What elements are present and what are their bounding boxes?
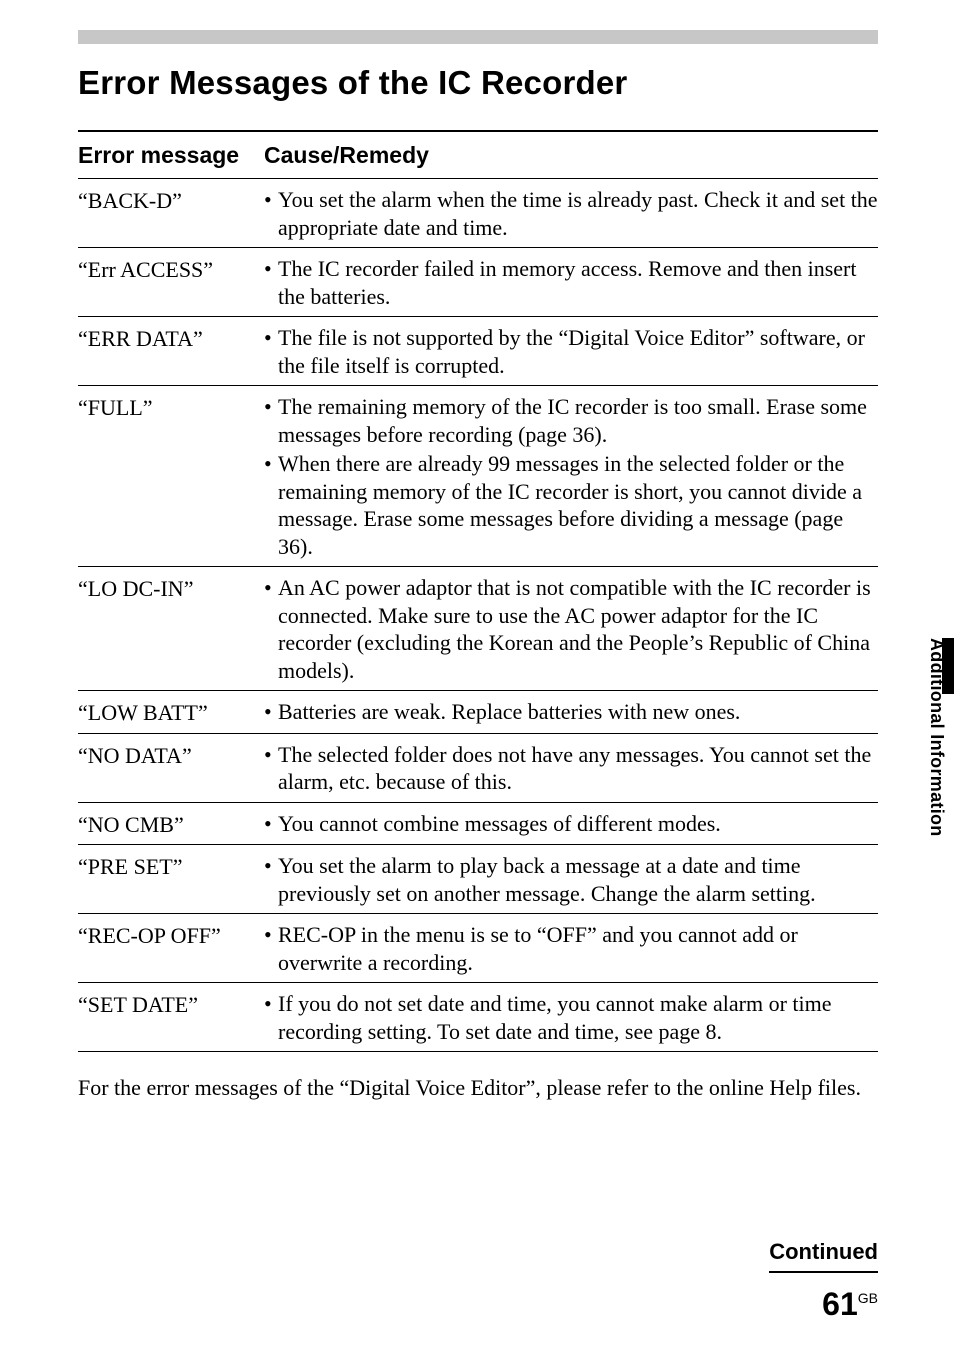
error-message-cell: “REC-OP OFF” [78, 921, 264, 976]
remedy-text: An AC power adaptor that is not compatib… [278, 574, 878, 684]
table-row: “FULL”•The remaining memory of the IC re… [78, 386, 878, 567]
bullet-icon: • [264, 698, 278, 726]
remedy-item: •You set the alarm when the time is alre… [264, 186, 878, 241]
bullet-icon: • [264, 810, 278, 838]
error-message-cell: “ERR DATA” [78, 324, 264, 379]
remedy-text: The remaining memory of the IC recorder … [278, 393, 878, 448]
bullet-icon: • [264, 921, 278, 976]
table-header-row: Error message Cause/Remedy [78, 130, 878, 179]
bullet-icon: • [264, 741, 278, 796]
remedy-item: •The remaining memory of the IC recorder… [264, 393, 878, 448]
remedy-text: If you do not set date and time, you can… [278, 990, 878, 1045]
remedy-text: You cannot combine messages of different… [278, 810, 878, 838]
error-message-cell: “PRE SET” [78, 852, 264, 907]
table-row: “NO CMB”•You cannot combine messages of … [78, 803, 878, 846]
error-message-cell: “LO DC-IN” [78, 574, 264, 684]
cause-remedy-cell: •You set the alarm to play back a messag… [264, 852, 878, 907]
remedy-item: •You cannot combine messages of differen… [264, 810, 878, 838]
cause-remedy-cell: •You cannot combine messages of differen… [264, 810, 878, 839]
continued-label: Continued [769, 1239, 878, 1273]
remedy-text: REC-OP in the menu is se to “OFF” and yo… [278, 921, 878, 976]
cause-remedy-cell: •Batteries are weak. Replace batteries w… [264, 698, 878, 727]
side-tab: Additional Information [918, 638, 954, 934]
remedy-item: •When there are already 99 messages in t… [264, 450, 878, 560]
remedy-item: •If you do not set date and time, you ca… [264, 990, 878, 1045]
page-number-suffix: GB [858, 1290, 878, 1306]
header-cause-remedy: Cause/Remedy [264, 142, 878, 169]
error-message-cell: “SET DATE” [78, 990, 264, 1045]
table-row: “REC-OP OFF”•REC-OP in the menu is se to… [78, 914, 878, 983]
top-bar [78, 30, 878, 44]
error-message-cell: “NO DATA” [78, 741, 264, 796]
page-number-value: 61 [822, 1286, 858, 1322]
bullet-icon: • [264, 450, 278, 560]
remedy-text: The IC recorder failed in memory access.… [278, 255, 878, 310]
remedy-item: •The file is not supported by the “Digit… [264, 324, 878, 379]
cause-remedy-cell: •The file is not supported by the “Digit… [264, 324, 878, 379]
error-message-cell: “NO CMB” [78, 810, 264, 839]
remedy-item: •REC-OP in the menu is se to “OFF” and y… [264, 921, 878, 976]
bullet-icon: • [264, 852, 278, 907]
bullet-icon: • [264, 574, 278, 684]
table-row: “BACK-D”•You set the alarm when the time… [78, 179, 878, 248]
cause-remedy-cell: •REC-OP in the menu is se to “OFF” and y… [264, 921, 878, 976]
footer-note: For the error messages of the “Digital V… [78, 1074, 878, 1102]
table-row: “PRE SET”•You set the alarm to play back… [78, 845, 878, 914]
page-title: Error Messages of the IC Recorder [78, 64, 878, 102]
cause-remedy-cell: •An AC power adaptor that is not compati… [264, 574, 878, 684]
cause-remedy-cell: •The remaining memory of the IC recorder… [264, 393, 878, 560]
error-message-cell: “FULL” [78, 393, 264, 560]
table-row: “SET DATE”•If you do not set date and ti… [78, 983, 878, 1052]
remedy-item: •You set the alarm to play back a messag… [264, 852, 878, 907]
bullet-icon: • [264, 186, 278, 241]
table-row: “LO DC-IN”•An AC power adaptor that is n… [78, 567, 878, 691]
side-tab-label: Additional Information [926, 638, 947, 837]
page-number: 61GB [822, 1286, 878, 1323]
bullet-icon: • [264, 393, 278, 448]
error-message-cell: “BACK-D” [78, 186, 264, 241]
bullet-icon: • [264, 990, 278, 1045]
table-row: “Err ACCESS”•The IC recorder failed in m… [78, 248, 878, 317]
table-row: “NO DATA”•The selected folder does not h… [78, 734, 878, 803]
remedy-text: Batteries are weak. Replace batteries wi… [278, 698, 878, 726]
remedy-text: You set the alarm when the time is alrea… [278, 186, 878, 241]
error-message-cell: “Err ACCESS” [78, 255, 264, 310]
remedy-item: •The selected folder does not have any m… [264, 741, 878, 796]
cause-remedy-cell: •The selected folder does not have any m… [264, 741, 878, 796]
remedy-item: •Batteries are weak. Replace batteries w… [264, 698, 878, 726]
cause-remedy-cell: •If you do not set date and time, you ca… [264, 990, 878, 1045]
table-row: “LOW BATT”•Batteries are weak. Replace b… [78, 691, 878, 734]
cause-remedy-cell: •The IC recorder failed in memory access… [264, 255, 878, 310]
cause-remedy-cell: •You set the alarm when the time is alre… [264, 186, 878, 241]
header-error-message: Error message [78, 142, 264, 169]
error-message-cell: “LOW BATT” [78, 698, 264, 727]
remedy-item: •An AC power adaptor that is not compati… [264, 574, 878, 684]
table-row: “ERR DATA”•The file is not supported by … [78, 317, 878, 386]
error-table: Error message Cause/Remedy “BACK-D”•You … [78, 130, 878, 1052]
bullet-icon: • [264, 255, 278, 310]
remedy-text: The file is not supported by the “Digita… [278, 324, 878, 379]
remedy-text: You set the alarm to play back a message… [278, 852, 878, 907]
remedy-text: When there are already 99 messages in th… [278, 450, 878, 560]
remedy-text: The selected folder does not have any me… [278, 741, 878, 796]
bullet-icon: • [264, 324, 278, 379]
remedy-item: •The IC recorder failed in memory access… [264, 255, 878, 310]
